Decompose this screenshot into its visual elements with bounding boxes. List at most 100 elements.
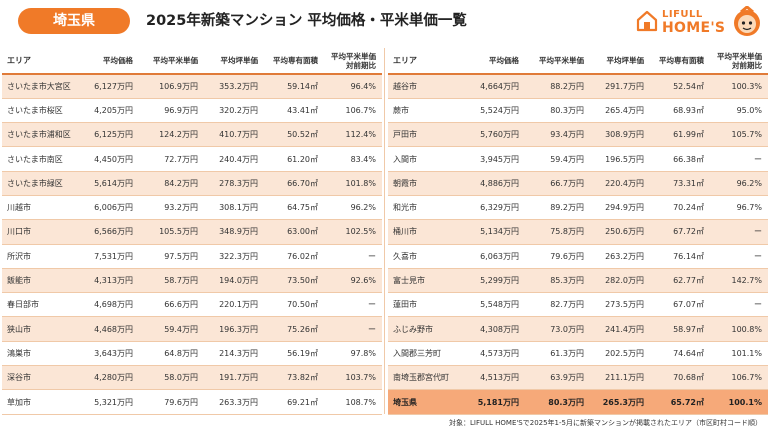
cell-avg-tsubo-price: 214.3万円 bbox=[204, 341, 264, 367]
cell-avg-area: 59.14㎡ bbox=[264, 74, 324, 99]
total-cell-avg-tsubo-price: 265.3万円 bbox=[590, 389, 650, 415]
cell-area: 桶川市 bbox=[388, 219, 470, 245]
col-header-avg-area: 平均専有面積 bbox=[650, 48, 710, 75]
cell-avg-tsubo-price: 348.9万円 bbox=[204, 219, 264, 245]
cell-avg-area: 63.00㎡ bbox=[264, 219, 324, 245]
cell-avg-price: 6,063万円 bbox=[470, 244, 525, 269]
cell-avg-price: 3,643万円 bbox=[84, 341, 139, 367]
cell-avg-sqm-price: 93.2万円 bbox=[139, 195, 204, 221]
col-header-avg-sqm-price: 平均平米単価 bbox=[139, 48, 204, 75]
price-table-left: エリア 平均価格 平均平米単価 平均坪単価 平均専有面積 平均平米単価 対前期比 … bbox=[2, 48, 382, 415]
cell-area: さいたま市南区 bbox=[2, 146, 84, 172]
cell-yoy: ー bbox=[710, 292, 768, 318]
cell-area: 川口市 bbox=[2, 219, 84, 245]
cell-avg-area: 67.72㎡ bbox=[650, 219, 710, 245]
cell-avg-area: 61.99㎡ bbox=[650, 122, 710, 148]
cell-avg-tsubo-price: 196.5万円 bbox=[590, 146, 650, 172]
cell-avg-tsubo-price: 194.0万円 bbox=[204, 268, 264, 294]
total-cell-avg-price: 5,181万円 bbox=[470, 389, 525, 415]
cell-avg-sqm-price: 82.7万円 bbox=[525, 292, 590, 318]
cell-avg-area: 73.82㎡ bbox=[264, 365, 324, 391]
cell-avg-area: 70.24㎡ bbox=[650, 195, 710, 221]
cell-avg-price: 4,573万円 bbox=[470, 341, 525, 367]
cell-avg-tsubo-price: 220.1万円 bbox=[204, 292, 264, 318]
cell-avg-tsubo-price: 196.3万円 bbox=[204, 316, 264, 342]
cell-avg-price: 6,125万円 bbox=[84, 122, 139, 148]
footnote: 対象：LIFULL HOME'Sで2025年1-5月に新築マンションが掲載された… bbox=[449, 419, 762, 427]
cell-avg-sqm-price: 79.6万円 bbox=[139, 389, 204, 415]
cell-avg-price: 4,280万円 bbox=[84, 365, 139, 391]
total-cell-avg-area: 65.72㎡ bbox=[650, 389, 710, 415]
cell-yoy: ー bbox=[710, 146, 768, 172]
col-header-area: エリア bbox=[2, 48, 84, 75]
cell-yoy: ー bbox=[324, 316, 382, 342]
cell-avg-sqm-price: 79.6万円 bbox=[525, 244, 590, 269]
cell-avg-area: 70.68㎡ bbox=[650, 365, 710, 391]
cell-yoy: 95.0% bbox=[710, 98, 768, 124]
cell-avg-area: 52.54㎡ bbox=[650, 74, 710, 99]
table-row: 南埼玉郡宮代町 4,513万円 63.9万円 211.1万円 70.68㎡ 106.7% bbox=[388, 365, 768, 391]
table-row: 鴻巣市 3,643万円 64.8万円 214.3万円 56.19㎡ 97.8% bbox=[2, 341, 382, 367]
cell-area: 久喜市 bbox=[388, 244, 470, 269]
cell-avg-tsubo-price: 263.3万円 bbox=[204, 389, 264, 415]
table-row: 川越市 6,006万円 93.2万円 308.1万円 64.75㎡ 96.2% bbox=[2, 195, 382, 221]
col-header-avg-sqm-price: 平均平米単価 bbox=[525, 48, 590, 75]
table-row: 越谷市 4,664万円 88.2万円 291.7万円 52.54㎡ 100.3% bbox=[388, 74, 768, 99]
cell-avg-area: 76.02㎡ bbox=[264, 244, 324, 269]
col-header-avg-price: 平均価格 bbox=[84, 48, 139, 75]
table-row: 深谷市 4,280万円 58.0万円 191.7万円 73.82㎡ 103.7% bbox=[2, 365, 382, 391]
cell-area: さいたま市大宮区 bbox=[2, 74, 84, 99]
cell-yoy: 100.3% bbox=[710, 74, 768, 99]
cell-avg-price: 5,548万円 bbox=[470, 292, 525, 318]
cell-avg-price: 5,524万円 bbox=[470, 98, 525, 124]
cell-avg-sqm-price: 93.4万円 bbox=[525, 122, 590, 148]
cell-avg-price: 4,664万円 bbox=[470, 74, 525, 99]
lifull-homes-logo: LIFULL HOME'S bbox=[636, 6, 766, 38]
cell-area: 川越市 bbox=[2, 195, 84, 221]
cell-avg-area: 56.19㎡ bbox=[264, 341, 324, 367]
cell-area: 狭山市 bbox=[2, 316, 84, 342]
cell-avg-price: 4,886万円 bbox=[470, 171, 525, 196]
table-row: 蕨市 5,524万円 80.3万円 265.4万円 68.93㎡ 95.0% bbox=[388, 98, 768, 124]
cell-avg-area: 62.77㎡ bbox=[650, 268, 710, 294]
cell-avg-tsubo-price: 265.4万円 bbox=[590, 98, 650, 124]
col-header-yoy-line2: 対前期比 bbox=[732, 60, 762, 70]
cell-avg-price: 4,450万円 bbox=[84, 146, 139, 172]
cell-area: 蓮田市 bbox=[388, 292, 470, 318]
cell-avg-tsubo-price: 273.5万円 bbox=[590, 292, 650, 318]
cell-avg-tsubo-price: 322.3万円 bbox=[204, 244, 264, 269]
cell-yoy: 96.2% bbox=[324, 195, 382, 221]
cell-yoy: 83.4% bbox=[324, 146, 382, 172]
cell-area: さいたま市緑区 bbox=[2, 171, 84, 196]
cell-area: 深谷市 bbox=[2, 365, 84, 391]
table-row: さいたま市大宮区 6,127万円 106.9万円 353.2万円 59.14㎡ 96.4% bbox=[2, 74, 382, 99]
cell-avg-price: 5,760万円 bbox=[470, 122, 525, 148]
cell-avg-price: 4,308万円 bbox=[470, 316, 525, 342]
cell-area: 春日部市 bbox=[2, 292, 84, 318]
cell-area: 飯能市 bbox=[2, 268, 84, 294]
cell-avg-price: 7,531万円 bbox=[84, 244, 139, 269]
cell-avg-tsubo-price: 410.7万円 bbox=[204, 122, 264, 148]
table-header-row: エリア 平均価格 平均平米単価 平均坪単価 平均専有面積 平均平米単価 対前期比 bbox=[388, 48, 768, 75]
header: 埼玉県 2025年新築マンション 平均価格・平米単価一覧 LIFULL HOME… bbox=[0, 0, 770, 44]
table-row: 戸田市 5,760万円 93.4万円 308.9万円 61.99㎡ 105.7% bbox=[388, 122, 768, 148]
table-row: ふじみ野市 4,308万円 73.0万円 241.4万円 58.97㎡ 100.8% bbox=[388, 316, 768, 342]
table-row: 富士見市 5,299万円 85.3万円 282.0万円 62.77㎡ 142.7% bbox=[388, 268, 768, 294]
table-row: 川口市 6,566万円 105.5万円 348.9万円 63.00㎡ 102.5% bbox=[2, 219, 382, 245]
table-header-row: エリア 平均価格 平均平米単価 平均坪単価 平均専有面積 平均平米単価 対前期比 bbox=[2, 48, 382, 75]
cell-avg-sqm-price: 61.3万円 bbox=[525, 341, 590, 367]
table-row: さいたま市南区 4,450万円 72.7万円 240.4万円 61.20㎡ 83.4% bbox=[2, 146, 382, 172]
cell-avg-tsubo-price: 278.3万円 bbox=[204, 171, 264, 196]
cell-yoy: 92.6% bbox=[324, 268, 382, 294]
cell-avg-sqm-price: 80.3万円 bbox=[525, 98, 590, 124]
house-logo-icon bbox=[636, 10, 658, 32]
cell-avg-price: 6,566万円 bbox=[84, 219, 139, 245]
cell-avg-area: 67.07㎡ bbox=[650, 292, 710, 318]
cell-avg-tsubo-price: 353.2万円 bbox=[204, 74, 264, 99]
cell-area: 所沢市 bbox=[2, 244, 84, 269]
cell-area: 南埼玉郡宮代町 bbox=[388, 365, 470, 391]
cell-yoy: ー bbox=[324, 244, 382, 269]
